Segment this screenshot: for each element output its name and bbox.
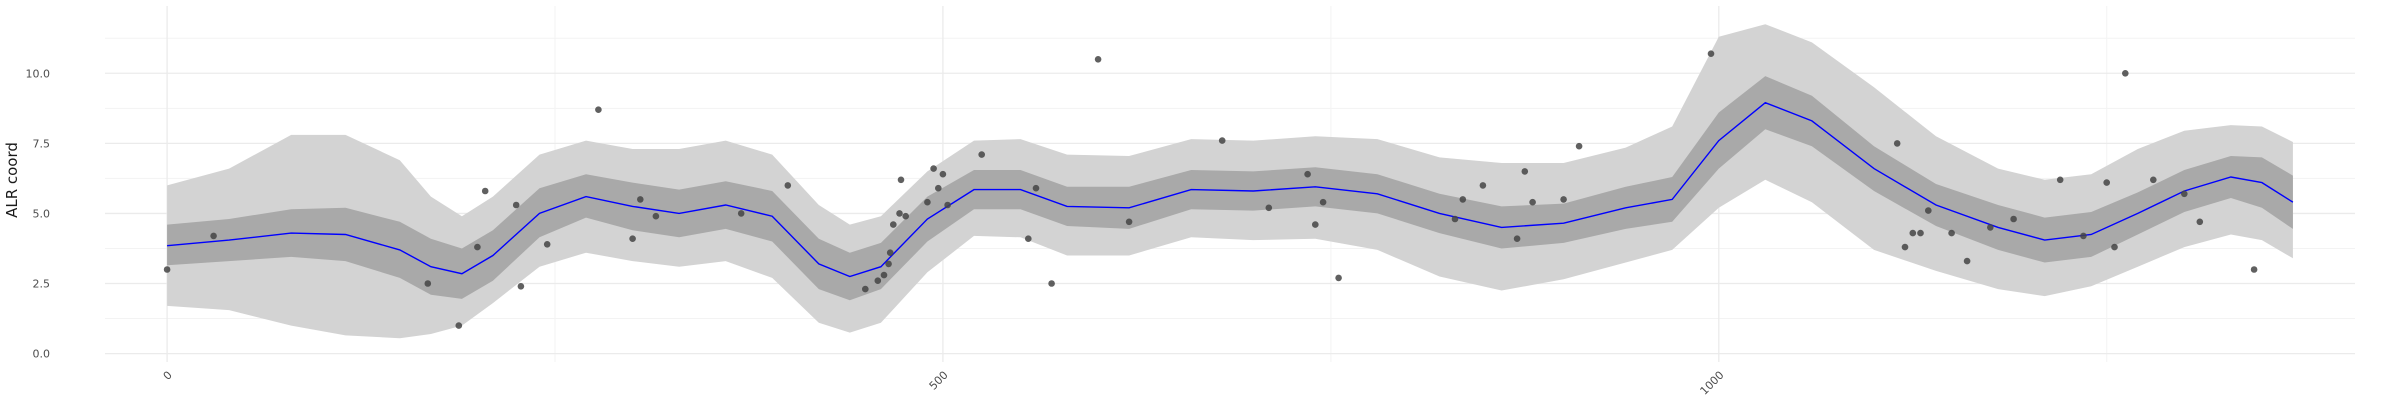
data-point [897,176,905,184]
mean-curve [167,101,2294,278]
x-tick-label: 1000 [1698,369,1727,398]
data-point [880,271,888,279]
y-tick-label: 10.0 [26,67,51,80]
data-point [1094,56,1102,63]
x-tick-label: 0 [161,369,175,383]
data-point [629,235,636,242]
data-point [1987,224,1994,231]
data-point [2080,232,2087,240]
data-point [481,187,489,195]
y-tick-label: 5.0 [33,207,51,220]
data-point [1893,140,1901,147]
data-point [1529,198,1536,206]
data-point [886,249,894,256]
data-point [902,212,909,220]
data-point [930,165,937,172]
data-point [2196,218,2204,226]
data-point [2103,179,2110,186]
data-point [1963,257,1971,265]
data-point [784,182,792,189]
data-point [2010,215,2017,223]
data-point [637,196,644,203]
data-point [978,151,985,158]
y-tick-label: 7.5 [33,137,51,150]
data-point [1707,50,1715,57]
data-point [862,285,869,293]
data-point [1319,198,1327,206]
data-point [896,210,903,217]
data-point [652,212,660,220]
data-point [890,221,897,228]
data-point [2056,176,2064,184]
data-point [924,198,931,206]
data-point [1513,235,1521,242]
confidence-bands [167,24,2293,339]
data-point [1032,184,1040,192]
data-point [1312,221,1319,228]
data-point [424,280,432,287]
data-point [1048,280,1055,287]
data-point [1560,196,1567,203]
data-point [1451,215,1459,223]
data-point [517,283,525,290]
data-points [163,50,2258,329]
data-point [474,243,481,251]
data-point [512,201,520,209]
data-point [1901,243,1909,251]
data-point [2181,190,2188,198]
data-point [939,170,947,178]
y-tick-label: 0.0 [33,348,51,361]
data-point [163,266,171,273]
data-point [1948,229,1955,237]
data-point [737,210,745,217]
data-point [595,106,602,113]
data-point [1025,235,1032,242]
y-axis-title: ALR coord [3,142,21,218]
data-point [1909,229,1917,237]
data-point [1304,170,1311,178]
data-point [1575,142,1583,150]
inner-band [167,76,2293,301]
data-point [1265,204,1273,212]
data-point [1479,182,1487,189]
data-point [2250,266,2258,273]
data-point [935,184,942,192]
x-tick-label: 500 [927,369,951,393]
data-point [874,277,882,285]
data-point [2150,176,2157,184]
y-tick-label: 2.5 [33,278,51,291]
data-point [944,201,951,209]
mean-line [167,101,2294,278]
data-point [1521,168,1529,175]
data-point [543,241,551,248]
data-point [210,232,217,240]
data-point [885,260,892,268]
data-point [1335,274,1342,282]
data-point [1925,207,1932,214]
data-point [455,322,463,329]
data-point [1218,137,1226,144]
data-point [1125,218,1133,226]
data-point [2122,70,2129,77]
data-point [1459,196,1467,203]
data-point [1917,229,1924,237]
data-point [2111,243,2118,251]
